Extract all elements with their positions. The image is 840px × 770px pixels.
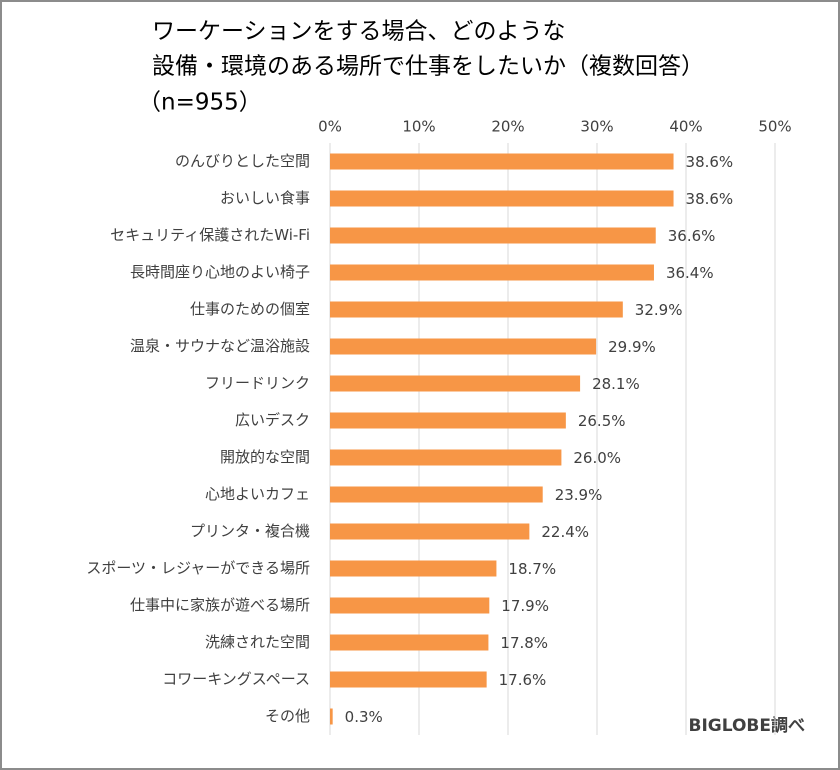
chart-subtitle: （n=955） [138,90,262,116]
bar [330,227,656,244]
value-label: 32.9% [635,301,683,319]
x-tick-label: 0% [318,118,342,136]
bar [330,153,674,170]
value-label: 17.9% [501,597,549,615]
y-tick-label: コワーキングスペース [162,670,310,688]
value-label: 18.7% [508,560,556,578]
value-label: 23.9% [555,486,603,504]
value-label: 26.5% [578,412,626,430]
y-tick-label: 長時間座り心地のよい椅子 [130,263,310,281]
y-tick-label: のんびりとした空間 [175,152,310,170]
y-tick-label: 洗練された空間 [205,633,310,651]
bar [330,301,623,318]
value-label: 17.6% [499,671,547,689]
source-note: BIGLOBE調べ [689,715,806,736]
bar [330,449,562,466]
value-label: 26.0% [573,449,621,467]
y-tick-label: 仕事中に家族が遊べる場所 [130,596,310,614]
x-tick-label: 10% [402,118,435,136]
bar [330,523,530,540]
y-tick-label: 仕事のための個室 [190,300,310,318]
x-tick-label: 40% [669,118,702,136]
bar [330,338,597,355]
value-label: 36.4% [666,264,714,282]
y-tick-label: その他 [265,707,310,725]
bar [330,375,581,392]
value-label: 17.8% [500,634,548,652]
value-label: 38.6% [686,190,734,208]
y-tick-label: 開放的な空間 [220,448,310,466]
value-label: 36.6% [668,227,716,245]
value-label: 22.4% [541,523,589,541]
y-tick-label: スポーツ・レジャーができる場所 [86,559,310,577]
bar [330,671,487,688]
chart-title: 設備・環境のある場所で仕事をしたいか（複数回答） [152,54,704,80]
y-tick-label: 温泉・サウナなど温浴施設 [130,337,310,355]
bar [330,190,674,207]
bar [330,708,333,725]
value-label: 28.1% [592,375,640,393]
bar [330,597,490,614]
y-tick-label: 心地よいカフェ [205,485,310,503]
value-label: 0.3% [345,708,383,726]
y-tick-label: プリンタ・複合機 [190,522,310,540]
y-tick-label: おいしい食事 [220,189,310,207]
bar [330,412,566,429]
bar [330,634,489,651]
y-tick-label: セキュリティ保護されたWi-Fi [110,226,310,244]
chart-title: ワーケーションをする場合、どのような [152,19,566,45]
y-tick-label: 広いデスク [235,411,310,429]
x-tick-label: 50% [758,118,791,136]
value-label: 29.9% [608,338,656,356]
x-tick-label: 30% [580,118,613,136]
bar [330,560,497,577]
x-tick-label: 20% [491,118,524,136]
y-tick-label: フリードリンク [205,374,310,392]
bar [330,264,654,281]
value-label: 38.6% [686,153,734,171]
bar [330,486,543,503]
